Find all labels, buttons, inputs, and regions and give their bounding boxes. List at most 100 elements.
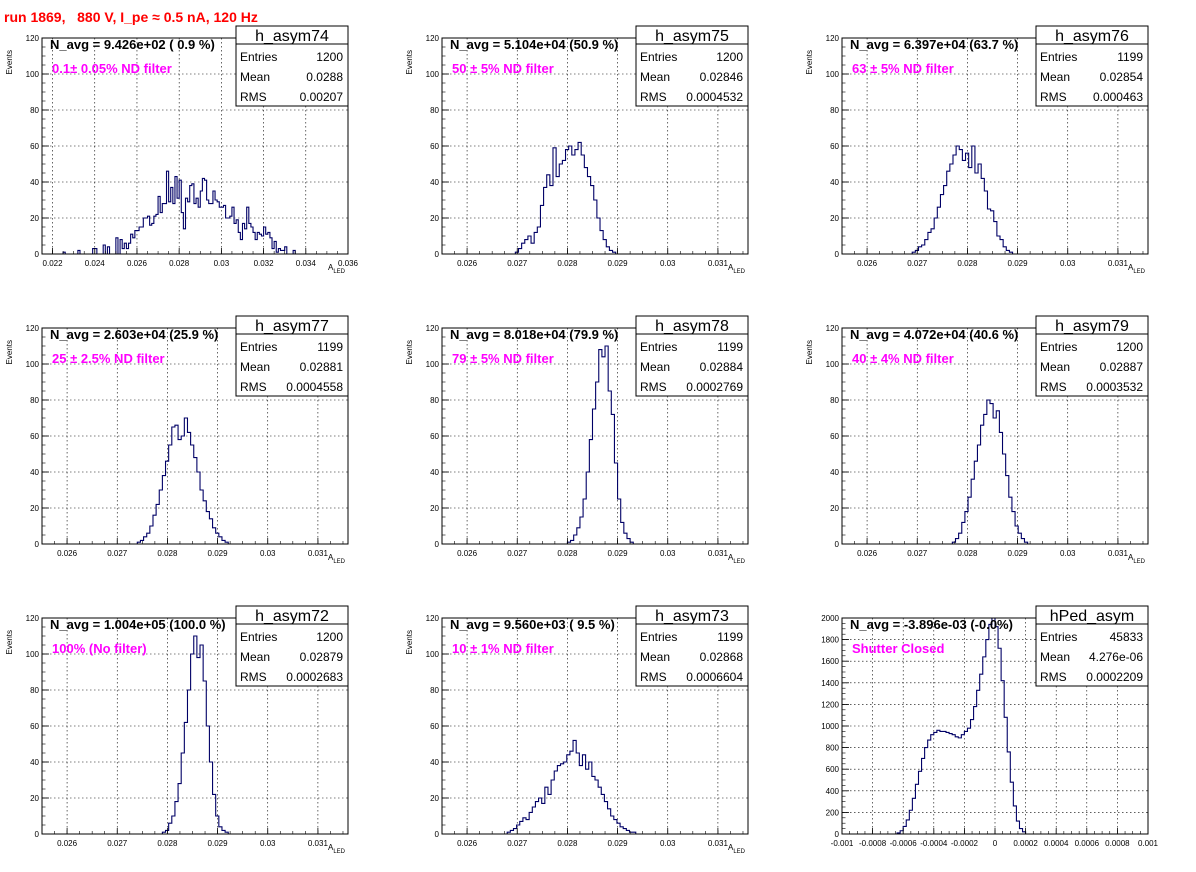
- stat-value: 0.02884: [700, 360, 744, 374]
- y-tick-label: 0: [835, 250, 840, 259]
- y-tick-label: 100: [26, 70, 40, 79]
- x-tick-label: 0.028: [557, 549, 578, 558]
- x-tick-label: 0.029: [1008, 549, 1029, 558]
- y-tick-label: 0: [35, 250, 40, 259]
- stat-value: 0.00207: [300, 90, 344, 104]
- histogram-panel-h_asym73: 0.026 0.027 0.028 0.029 0.03 0.031 0 20 40 60 80 10…: [405, 605, 749, 855]
- x-tick-label: -0.0002: [951, 839, 979, 848]
- histogram-panel-h_asym78: 0.026 0.027 0.028 0.029 0.03 0.031 0 20 40 60 80 10…: [405, 315, 749, 565]
- stat-value: 0.02879: [300, 650, 344, 664]
- y-tick-label: 120: [826, 324, 840, 333]
- y-tick-label: 40: [830, 178, 839, 187]
- x-tick-label: 0.026: [857, 259, 878, 268]
- filter-annotation: 25 ± 2.5% ND filter: [52, 351, 165, 366]
- x-axis-label: ALED: [728, 843, 746, 855]
- stat-label: RMS: [240, 670, 267, 684]
- y-tick-label: 20: [430, 794, 439, 803]
- stat-label: Entries: [240, 340, 277, 354]
- x-tick-label: 0.03: [1060, 259, 1076, 268]
- x-tick-label: 0.03: [260, 839, 276, 848]
- stat-value: 0.0002769: [686, 380, 743, 394]
- histogram-series: [506, 739, 639, 835]
- y-axis-label: Events: [405, 50, 414, 74]
- x-tick-label: 0.028: [157, 549, 178, 558]
- y-tick-label: 60: [30, 722, 39, 731]
- stat-value: 0.02881: [300, 360, 344, 374]
- stats-box: [235, 315, 349, 397]
- y-tick-label: 40: [30, 758, 39, 767]
- filter-annotation: 10 ± 1% ND filter: [452, 641, 554, 656]
- x-axis-label: ALED: [1128, 553, 1146, 565]
- filter-annotation: 40 ± 4% ND filter: [852, 351, 954, 366]
- histogram-series: [951, 399, 1031, 545]
- stat-value: 0.0006604: [686, 670, 743, 684]
- x-tick-label: 0.024: [85, 259, 106, 268]
- y-axis-label: Events: [805, 50, 814, 74]
- stat-value: 0.0003532: [1086, 380, 1143, 394]
- stat-value: 1200: [316, 50, 343, 64]
- y-tick-label: 40: [30, 178, 39, 187]
- y-tick-label: 0: [435, 830, 440, 839]
- x-tick-label: 0.029: [608, 839, 629, 848]
- y-tick-label: 80: [430, 686, 439, 695]
- stat-label: Mean: [240, 650, 270, 664]
- n-avg-annotation: N_avg = 4.072e+04 (40.6 %): [850, 327, 1018, 342]
- x-tick-label: 0.03: [660, 259, 676, 268]
- y-tick-label: 100: [826, 70, 840, 79]
- x-axis-label: ALED: [328, 553, 346, 565]
- x-tick-label: 0.032: [254, 259, 275, 268]
- x-tick-label: 0.029: [608, 259, 629, 268]
- x-tick-label: 0.026: [457, 259, 478, 268]
- x-tick-label: 0.036: [338, 259, 359, 268]
- histogram-series: [911, 145, 1016, 255]
- stat-value: 1199: [1117, 50, 1143, 64]
- y-tick-label: 20: [30, 504, 39, 513]
- stat-label: Entries: [1040, 340, 1077, 354]
- histogram-name: h_asym77: [255, 318, 329, 335]
- y-tick-label: 100: [26, 650, 40, 659]
- y-tick-label: 0: [35, 830, 40, 839]
- x-tick-label: 0.027: [907, 259, 928, 268]
- y-tick-label: 40: [830, 468, 839, 477]
- y-tick-label: 60: [30, 142, 39, 151]
- y-tick-label: 80: [30, 396, 39, 405]
- y-tick-label: 100: [826, 360, 840, 369]
- histogram-name: hPed_asym: [1050, 608, 1135, 625]
- histogram-name: h_asym73: [655, 608, 729, 625]
- y-tick-label: 0: [835, 540, 840, 549]
- histogram-series: [161, 635, 232, 835]
- y-tick-label: 0: [435, 540, 440, 549]
- histogram-panel-h_asym77: 0.026 0.027 0.028 0.029 0.03 0.031 0 20 40 60 80 10…: [5, 315, 349, 565]
- x-tick-label: 0.026: [857, 549, 878, 558]
- histogram-panel-h_asym79: 0.026 0.027 0.028 0.029 0.03 0.031 0 20 40 60 80 10…: [805, 315, 1149, 565]
- x-tick-label: 0.028: [557, 839, 578, 848]
- filter-annotation: 79 ± 5% ND filter: [452, 351, 554, 366]
- x-tick-label: 0.029: [208, 549, 229, 558]
- filter-annotation: 0.1± 0.05% ND filter: [52, 61, 172, 76]
- stat-value: 1200: [716, 50, 743, 64]
- stat-label: RMS: [240, 90, 267, 104]
- y-axis-label: Events: [405, 340, 414, 364]
- y-tick-label: 60: [30, 432, 39, 441]
- histogram-name: h_asym74: [255, 28, 329, 45]
- y-axis-label: Events: [805, 340, 814, 364]
- histogram-series: [566, 345, 637, 545]
- n-avg-annotation: N_avg = -3.896e-03 (-0.0%): [850, 617, 1013, 632]
- n-avg-annotation: N_avg = 5.104e+04 (50.9 %): [450, 37, 618, 52]
- x-tick-label: 0.031: [708, 549, 729, 558]
- x-tick-label: 0.027: [107, 549, 128, 558]
- stat-value: 0.000463: [1093, 90, 1143, 104]
- x-tick-label: 0.028: [157, 839, 178, 848]
- x-tick-label: 0.03: [660, 549, 676, 558]
- stat-label: RMS: [1040, 380, 1067, 394]
- x-tick-label: 0.031: [708, 839, 729, 848]
- y-tick-label: 800: [826, 744, 840, 753]
- stat-value: 0.0004558: [286, 380, 343, 394]
- y-tick-label: 60: [830, 432, 839, 441]
- x-tick-label: 0.028: [557, 259, 578, 268]
- stat-value: 1199: [317, 340, 343, 354]
- x-tick-label: 0.027: [507, 259, 528, 268]
- histogram-name: h_asym75: [655, 28, 729, 45]
- stats-box: [635, 25, 749, 107]
- y-tick-label: 1200: [821, 700, 839, 709]
